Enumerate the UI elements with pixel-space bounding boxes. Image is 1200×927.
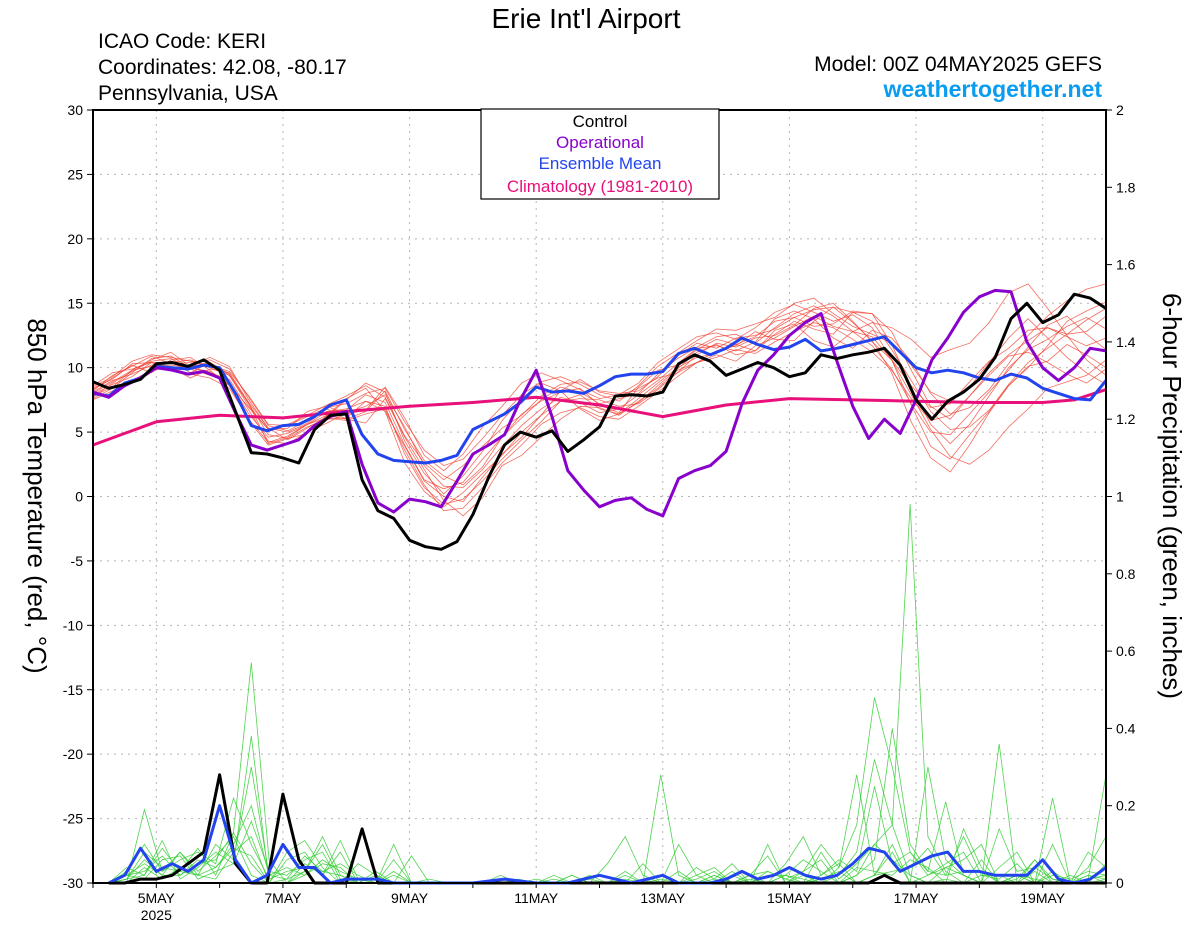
y-tick-label: 30 <box>67 102 83 118</box>
temperature-member-line <box>92 322 1107 512</box>
model-run: Model: 00Z 04MAY2025 GEFS <box>814 53 1102 76</box>
legend-ensemble-mean: Ensemble Mean <box>539 154 662 173</box>
ensemble-precipitation-line <box>108 804 1107 885</box>
temperature-member-line <box>92 306 1107 508</box>
y-tick-label: -10 <box>63 617 83 633</box>
coordinates: Coordinates: 42.08, -80.17 <box>98 56 347 79</box>
x-tick-label: 9MAY <box>391 890 429 906</box>
location: Pennsylvania, USA <box>98 82 278 105</box>
y-axis-label: 850 hPa Temperature (red, °C) <box>22 318 52 673</box>
x-tick-label: 15MAY <box>767 890 813 906</box>
control-temperature-line <box>92 292 1107 551</box>
x-tick-label: 7MAY <box>264 890 302 906</box>
x-tick-year-label: 2025 <box>141 907 172 923</box>
y2-axis-ticks: 2 1.8 1.6 1.4 1.2 1 0.8 0.6 0.4 0.2 0 <box>1106 102 1136 891</box>
x-tick-label: 5MAY <box>138 890 176 906</box>
chart-title: Erie Int'l Airport <box>492 3 681 34</box>
site-link[interactable]: weathertogether.net <box>882 76 1102 102</box>
y2-tick-label: 1.4 <box>1116 334 1136 350</box>
y-tick-label: -30 <box>63 875 83 891</box>
y-axis-ticks: 30 25 20 15 10 5 0 -5 -10 -15 -20 -25 -30 <box>63 102 93 891</box>
x-tick-label: 11MAY <box>514 890 558 906</box>
grid-lines <box>93 110 1106 883</box>
y2-tick-label: 0 <box>1116 875 1124 891</box>
legend: Control Operational Ensemble Mean Climat… <box>480 108 720 200</box>
y-tick-label: 15 <box>67 295 83 311</box>
y-tick-label: 10 <box>67 360 83 376</box>
x-tick-label: 17MAY <box>894 890 940 906</box>
y-tick-label: -25 <box>63 811 83 827</box>
temperature-member-line <box>92 306 1107 481</box>
y-tick-label: -20 <box>63 746 83 762</box>
icao-code: ICAO Code: KERI <box>98 30 266 53</box>
y2-axis-label: 6-hour Precipitation (green, inches) <box>1157 293 1187 699</box>
y2-tick-label: 2 <box>1116 102 1124 118</box>
x-tick-label: 19MAY <box>1020 890 1066 906</box>
y-tick-label: 5 <box>75 424 83 440</box>
y2-tick-label: 0.6 <box>1116 643 1136 659</box>
climatology-temperature-line <box>92 388 1107 447</box>
y-tick-label: 0 <box>75 489 83 505</box>
y-tick-label: 25 <box>67 166 83 182</box>
temperature-member-line <box>92 297 1107 467</box>
y-tick-label: 20 <box>67 231 83 247</box>
ensemble-temperature-line <box>92 335 1108 465</box>
legend-climatology: Climatology (1981-2010) <box>507 177 693 196</box>
y2-tick-label: 0.2 <box>1116 798 1136 814</box>
temperature-member-line <box>92 301 1107 495</box>
y2-tick-label: 1.2 <box>1116 411 1136 427</box>
operational-temperature-line <box>92 288 1107 518</box>
x-tick-label: 13MAY <box>640 890 686 906</box>
y2-tick-label: 0.8 <box>1116 566 1136 582</box>
y-tick-label: -15 <box>63 682 83 698</box>
y-tick-label: -5 <box>71 553 84 569</box>
y2-tick-label: 1.8 <box>1116 179 1136 195</box>
y2-tick-label: 1.6 <box>1116 257 1136 273</box>
temperature-member-line <box>92 302 1107 503</box>
y2-tick-label: 0.4 <box>1116 720 1136 736</box>
legend-operational: Operational <box>556 133 644 152</box>
legend-box <box>480 108 720 200</box>
y2-tick-label: 1 <box>1116 489 1124 505</box>
legend-control: Control <box>573 112 628 131</box>
